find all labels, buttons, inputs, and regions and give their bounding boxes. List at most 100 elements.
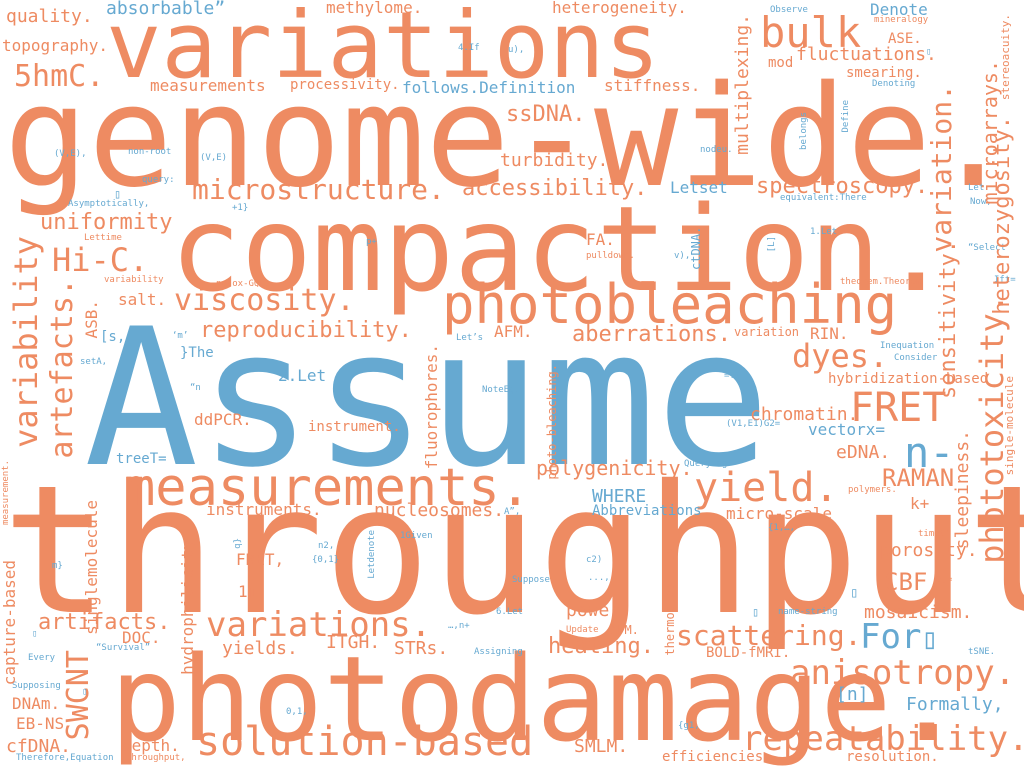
word-n2: n2,	[318, 541, 335, 551]
word-afm-small: AFM.	[610, 623, 639, 637]
word-rin: RIN.	[810, 324, 849, 343]
word-fluctuations: fluctuations.	[796, 44, 937, 65]
word-hybridization-based: hybridization-based	[828, 371, 989, 387]
word-afm: AFM.	[494, 322, 533, 341]
word-ctdna: ctDNA.	[689, 226, 703, 270]
word-pulldown: pulldown.	[586, 251, 635, 261]
word-dnam: DNAm.	[12, 694, 61, 713]
word-throughput: throughput.	[2, 447, 1024, 654]
word-l-bracket: [L]	[767, 236, 777, 253]
word-letdenote: Letdenote	[367, 530, 377, 579]
word-photobleaching: photobleaching	[442, 273, 898, 336]
word-every: Every	[28, 653, 56, 663]
word-p-plus: p+	[366, 237, 377, 247]
word-ve2: (V,E)	[200, 153, 228, 163]
word-stiffness: stiffness.	[604, 76, 701, 95]
word-5hmc: 5hmC.	[14, 59, 105, 94]
word-name-string: name-string	[778, 607, 838, 617]
word-zero-one: 0,1,	[286, 707, 308, 717]
word-depth: depth.	[122, 736, 180, 755]
word-therefore: Therefore,Equation	[16, 753, 114, 763]
word-ase: ASE.	[888, 31, 922, 47]
word-the: }The	[180, 345, 214, 361]
word-fa: FA.	[586, 230, 615, 249]
word-edna: eDNA.	[836, 442, 891, 463]
word-lets: Let’s	[456, 333, 484, 343]
word-photodamage: photodamage.	[110, 630, 963, 768]
word-swcnt: SWCNT	[61, 650, 96, 741]
word-smearing: smearing.	[846, 65, 922, 81]
word-mosaicism: mosaicism.	[864, 602, 973, 623]
word-m-brace: m}	[52, 561, 63, 571]
word-bold-fmri: BOLD-fMRI.	[706, 645, 791, 661]
word-g1: {g1,	[678, 721, 700, 731]
word-polymers: polymers.	[848, 485, 897, 495]
word-hydrophilicity: hydrophilicity	[178, 540, 197, 675]
word-for: For▯	[860, 617, 939, 657]
word-fret-small: FRET,	[236, 550, 285, 569]
word-spectroscopy: spectroscopy.	[756, 174, 929, 199]
word-assume: Assume	[84, 288, 771, 509]
word-sensitivity: sensitivity.	[936, 240, 961, 399]
word-define: Define	[841, 100, 851, 133]
word-heterogeneity: heterogeneity.	[552, 0, 687, 17]
word-multiplexing: multiplexing.	[732, 14, 753, 155]
word-nodeu: nodeu.	[700, 145, 733, 155]
word-yields: yields.	[222, 638, 298, 659]
word-power: power.	[566, 600, 632, 621]
word-processivity: processivity.	[290, 77, 400, 93]
word-timet: timet’	[918, 529, 951, 539]
word-instrument: instrument.	[308, 419, 401, 435]
word-n-plus: …,n+	[448, 621, 470, 631]
word-letset: Letset	[670, 178, 728, 197]
word-ssdna: ssDNA.	[506, 102, 586, 127]
word-n-bracket: [n]	[836, 684, 869, 705]
word-six-let: 6.Let	[496, 607, 524, 617]
word-fret-big: FRET	[850, 385, 947, 431]
word-update: Update	[566, 625, 599, 635]
word-viscosity: viscosity.	[174, 283, 355, 318]
word-given: 1Given	[400, 531, 433, 541]
word-querying: Querying	[684, 459, 728, 469]
word-t-eq: =T\	[724, 371, 741, 381]
word-equivalent: equivalent:There	[780, 193, 867, 203]
glyph-box-6: ▯	[82, 687, 88, 697]
word-tree-t: treeT=	[116, 451, 167, 467]
word-c2: c2)	[586, 555, 603, 565]
word-efficiencies: efficiencies.	[662, 749, 772, 765]
word-single-molecule-r: single-molecule	[1003, 376, 1016, 476]
word-doc: DOC.	[122, 628, 161, 647]
word-compaction: compaction.	[170, 180, 952, 318]
word-survival: “Survival”	[96, 643, 151, 653]
word-yield: yield.	[694, 465, 839, 511]
word-denote: Denote	[870, 0, 928, 19]
word-query: query:	[142, 175, 175, 185]
word-zero-eq: 0,=	[936, 575, 953, 585]
word-turbidity: turbidity.	[500, 150, 609, 171]
glyph-box-5: ▯	[32, 629, 38, 639]
glyph-box-3: ▯	[850, 585, 859, 601]
word-capture-based: capture-based	[0, 560, 19, 686]
word-smlm: SMLM.	[574, 736, 629, 757]
word-where: WHERE	[592, 486, 647, 507]
word-anisotropy: anisotropy.	[790, 653, 1016, 693]
word-absorbable: absorbable”	[106, 0, 226, 19]
word-artifacts: artifacts.	[38, 610, 171, 635]
word-variability-small: variability	[104, 275, 164, 285]
word-strs: STRs.	[394, 638, 449, 659]
word-v-paren: v),	[674, 251, 691, 261]
word-n-dash: n-	[904, 428, 955, 477]
word-scattering: scattering.	[676, 619, 862, 652]
word-raman: RAMAN	[882, 464, 955, 492]
word-k-plus: k+	[910, 494, 930, 513]
word-uniformity: uniformity	[40, 210, 173, 235]
word-polygenicity: polygenicity.	[536, 456, 693, 480]
word-measurement-v: measurement.	[1, 460, 11, 526]
word-heating: heating.	[548, 634, 654, 659]
word-one-box: 1▯	[238, 582, 258, 601]
word-set01: {0,1}	[312, 555, 340, 565]
word-micro-scale: micro-scale	[726, 504, 832, 523]
word-topography: topography.	[2, 36, 108, 55]
word-s-bracket: [s,	[100, 329, 126, 345]
word-ddpcr: ddPCR.	[194, 410, 252, 429]
